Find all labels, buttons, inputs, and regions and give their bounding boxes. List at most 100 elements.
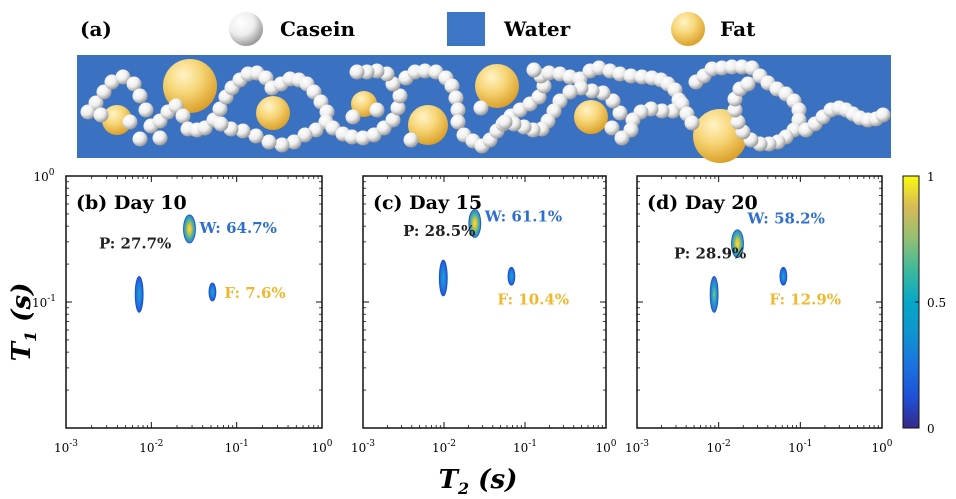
x-tick-label: 10-2 <box>707 439 731 455</box>
peak-p <box>438 259 448 297</box>
peak-label-w: W: 61.1% <box>484 207 562 225</box>
peak-label-w: W: 58.2% <box>746 210 824 228</box>
x-tick-label: 100 <box>595 439 616 455</box>
casein-micelle <box>740 76 756 92</box>
casein-micelle <box>93 107 109 123</box>
colorbar-tick-label: 1 <box>927 170 935 184</box>
casein-micelle <box>605 93 621 109</box>
casein-micelle <box>875 107 891 123</box>
fat-globule <box>256 96 290 130</box>
plot-panel: 10-3 10-2 10-1 100 100 10-1 (b) Day 10 W: 64.7%… <box>32 168 333 455</box>
casein-micelle <box>385 112 401 128</box>
x-tick-label: 10-3 <box>351 439 375 455</box>
casein-micelle <box>390 100 406 116</box>
casein-micelle <box>526 62 542 78</box>
x-tick-label: 100 <box>311 439 332 455</box>
legend-fat-label: Fat <box>720 17 756 41</box>
casein-micelle <box>274 137 290 153</box>
casein-micelle <box>138 102 154 118</box>
peak-p <box>709 275 719 313</box>
casein-micelle <box>403 132 419 148</box>
casein-micelle <box>730 114 746 130</box>
y-axis-label: T1 (s) <box>7 283 40 362</box>
casein-micelle <box>261 134 277 150</box>
casein-micelle <box>152 130 168 146</box>
peak-label-f: F: 10.4% <box>497 290 569 308</box>
panel-title: (d) Day 20 <box>647 192 758 214</box>
casein-micelle <box>604 120 620 136</box>
casein-micelle <box>473 100 489 116</box>
casein-micelle <box>444 78 460 94</box>
casein-micelle <box>96 84 112 100</box>
panel-title: (c) Day 15 <box>373 192 482 214</box>
casein-micelle <box>345 109 361 125</box>
casein-micelle <box>80 104 96 120</box>
fat-globule <box>408 105 448 145</box>
peak-label-f: F: 7.6% <box>224 284 285 302</box>
casein-micelle <box>450 102 466 118</box>
peak-label-p: P: 28.5% <box>403 222 475 240</box>
casein-micelle <box>612 105 628 121</box>
fat-globule <box>102 105 132 135</box>
milk-structure-schematic <box>77 55 891 163</box>
casein-micelle <box>450 114 466 130</box>
panel-a-label: (a) <box>80 17 112 41</box>
plot-panel: 10-3 10-2 10-1 100 (c) Day 15W: 61.1% P: 28.5… <box>351 175 617 455</box>
x-tick-label: 100 <box>871 439 892 455</box>
colorbar-tick-label: 0.5 <box>927 296 946 310</box>
casein-micelle <box>392 88 408 104</box>
casein-micelle <box>132 131 148 147</box>
legend-water-label: Water <box>503 17 571 41</box>
plot-frame <box>636 175 883 429</box>
peak-w <box>468 209 482 238</box>
x-tick-label: 10-2 <box>139 439 163 455</box>
legend-casein-label: Casein <box>280 17 355 41</box>
casein-micelle <box>286 134 302 150</box>
casein-micelle <box>344 129 360 145</box>
x-tick-label: 10-3 <box>54 439 78 455</box>
peak-w <box>731 229 744 259</box>
nmr-t1-t2-plots: 10-3 10-2 10-1 100 100 10-1 (b) Day 10 W: 64.7%… <box>32 168 893 455</box>
casein-micelle <box>541 65 557 81</box>
casein-micelle <box>297 127 313 143</box>
x-tick-label: 10-1 <box>225 439 249 455</box>
casein-micelle <box>369 102 385 118</box>
peak-label-w: W: 64.7% <box>198 219 276 237</box>
casein-micelle <box>623 68 639 84</box>
casein-micelle <box>497 114 513 130</box>
casein-legend-marker <box>229 12 263 46</box>
casein-micelle <box>349 64 365 80</box>
plot-panel: 10-3 10-2 10-1 100 (d) Day 20W: 58.2%P: 28.9… <box>625 175 893 455</box>
peak-f <box>208 282 217 302</box>
panel-title: (b) Day 10 <box>76 192 187 214</box>
peak-f <box>507 266 516 286</box>
casein-micelle <box>417 63 433 79</box>
x-tick-label: 10-3 <box>625 439 649 455</box>
peak-p <box>134 275 144 313</box>
y-tick-label: 10-1 <box>32 294 56 310</box>
casein-micelle <box>448 90 464 106</box>
casein-micelle <box>235 123 251 139</box>
colorbar-tick-label: 0 <box>927 422 935 436</box>
peak-label-f: F: 12.9% <box>769 290 841 308</box>
casein-micelle <box>727 102 743 118</box>
peak-label-p: P: 28.9% <box>674 244 746 262</box>
fat-legend-marker <box>671 12 705 46</box>
peak-f <box>779 266 788 286</box>
water-legend-marker <box>447 12 485 46</box>
casein-micelle <box>122 114 138 130</box>
x-tick-label: 10-2 <box>432 439 456 455</box>
casein-micelle <box>126 76 142 92</box>
x-axis-label: T2 (s) <box>439 465 518 498</box>
x-tick-label: 10-1 <box>788 439 812 455</box>
fat-globule <box>475 64 519 108</box>
colorbar: 10.50 <box>902 170 946 436</box>
casein-micelle <box>248 128 264 144</box>
casein-micelle <box>213 116 229 132</box>
casein-micelle <box>175 108 191 124</box>
casein-micelle <box>562 84 578 100</box>
peak-label-p: P: 27.7% <box>99 234 171 252</box>
peak-w <box>183 214 196 244</box>
fat-globule <box>574 100 608 134</box>
